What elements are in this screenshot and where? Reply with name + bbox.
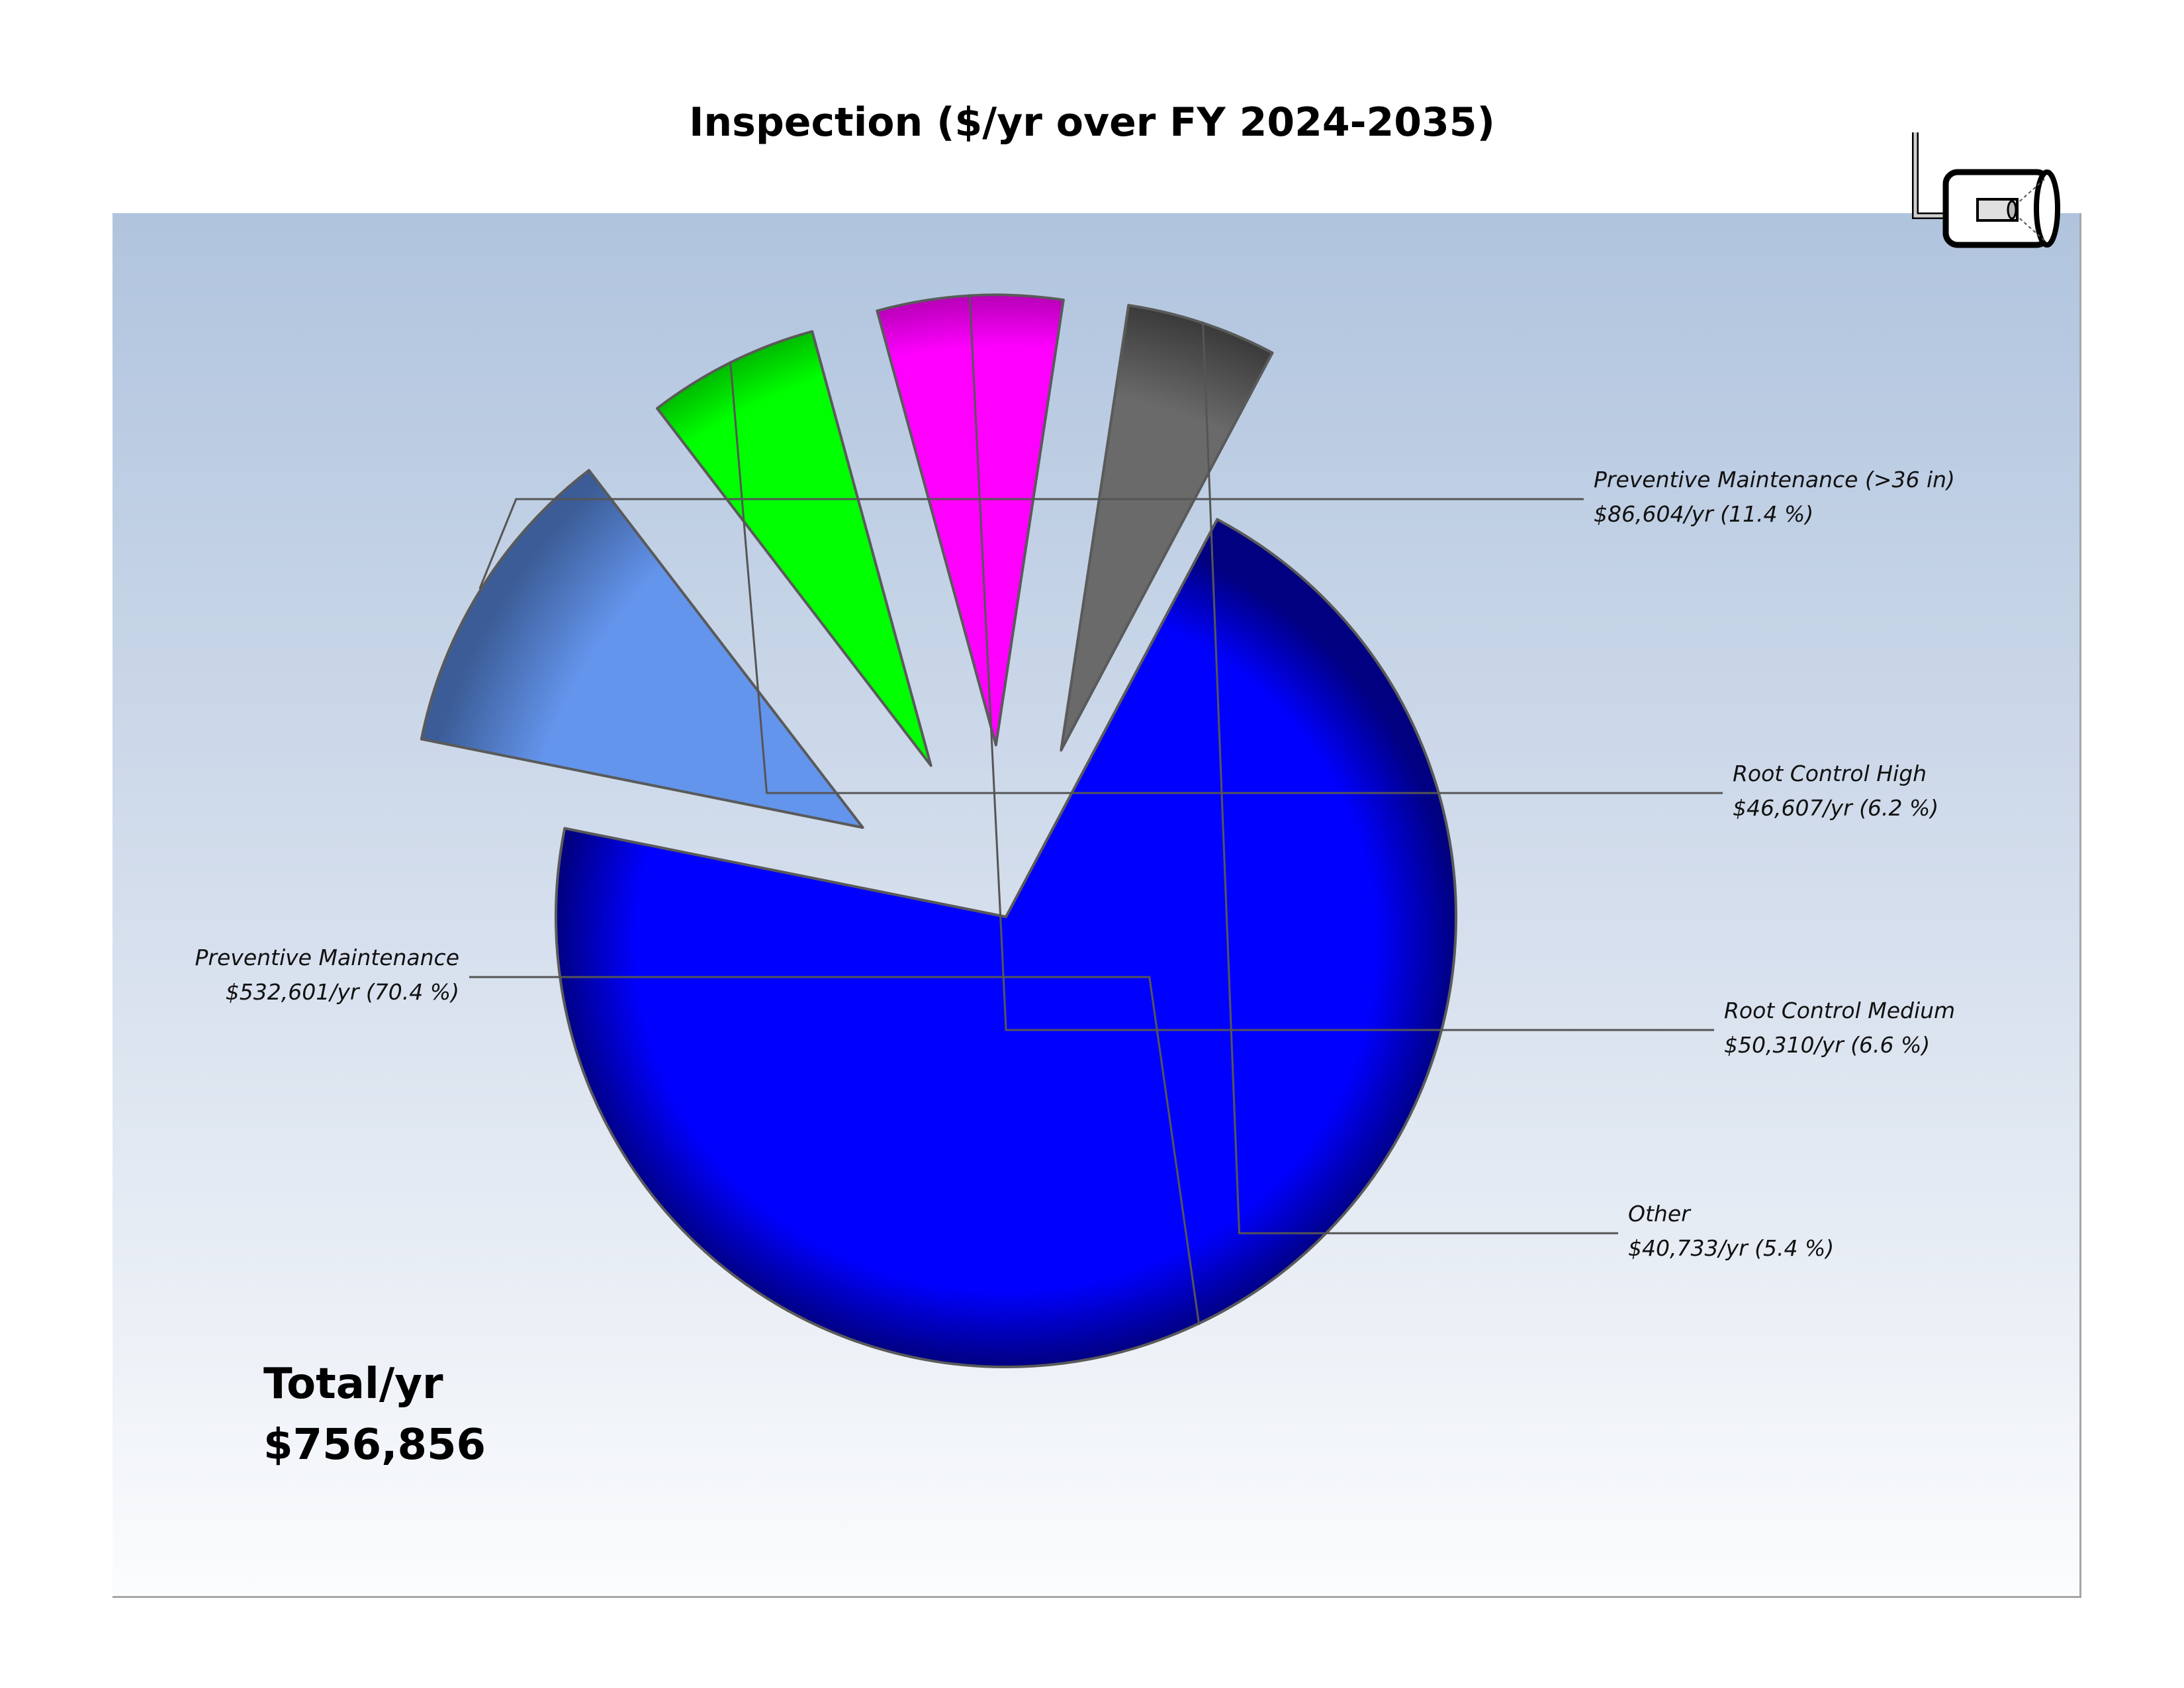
slice-value-label: $86,604/yr (11.4 %): [1594, 501, 1813, 527]
slice-value-label: $46,607/yr (6.2 %): [1733, 795, 1938, 821]
slice-value-label: $40,733/yr (5.4 %): [1628, 1235, 1834, 1261]
total-block: Total/yr $756,856: [263, 1354, 486, 1476]
slice-name-label: Other: [1628, 1201, 1692, 1227]
sewer-inspection-camera-icon: [1912, 132, 2060, 248]
chart-title: Inspection ($/yr over FY 2024-2035): [689, 99, 1495, 146]
leader-line: [478, 498, 1584, 590]
total-value: $756,856: [263, 1421, 486, 1470]
slice-preventive-maintenance-36in: [420, 469, 864, 829]
slice-name-label: Root Control High: [1733, 761, 1927, 786]
leader-line: [1202, 321, 1618, 1235]
slice-name-label: Preventive Maintenance: [195, 945, 459, 970]
total-label: Total/yr: [263, 1360, 443, 1409]
slice-value-label: $50,310/yr (6.6 %): [1724, 1032, 1930, 1058]
slice-value-label: $532,601/yr (70.4 %): [226, 979, 459, 1005]
slice-name-label: Preventive Maintenance (>36 in): [1594, 467, 1955, 492]
leader-line: [469, 976, 1201, 1325]
leader-line: [968, 294, 1714, 1031]
slice-name-label: Root Control Medium: [1724, 998, 1955, 1023]
leader-line: [729, 361, 1723, 794]
